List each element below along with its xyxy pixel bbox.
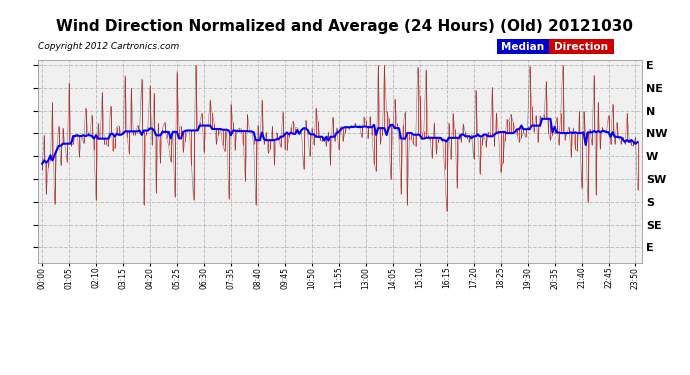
Text: Median: Median [501,42,544,52]
Text: Wind Direction Normalized and Average (24 Hours) (Old) 20121030: Wind Direction Normalized and Average (2… [57,19,633,34]
Text: Direction: Direction [554,42,609,52]
Text: Copyright 2012 Cartronics.com: Copyright 2012 Cartronics.com [38,42,179,51]
